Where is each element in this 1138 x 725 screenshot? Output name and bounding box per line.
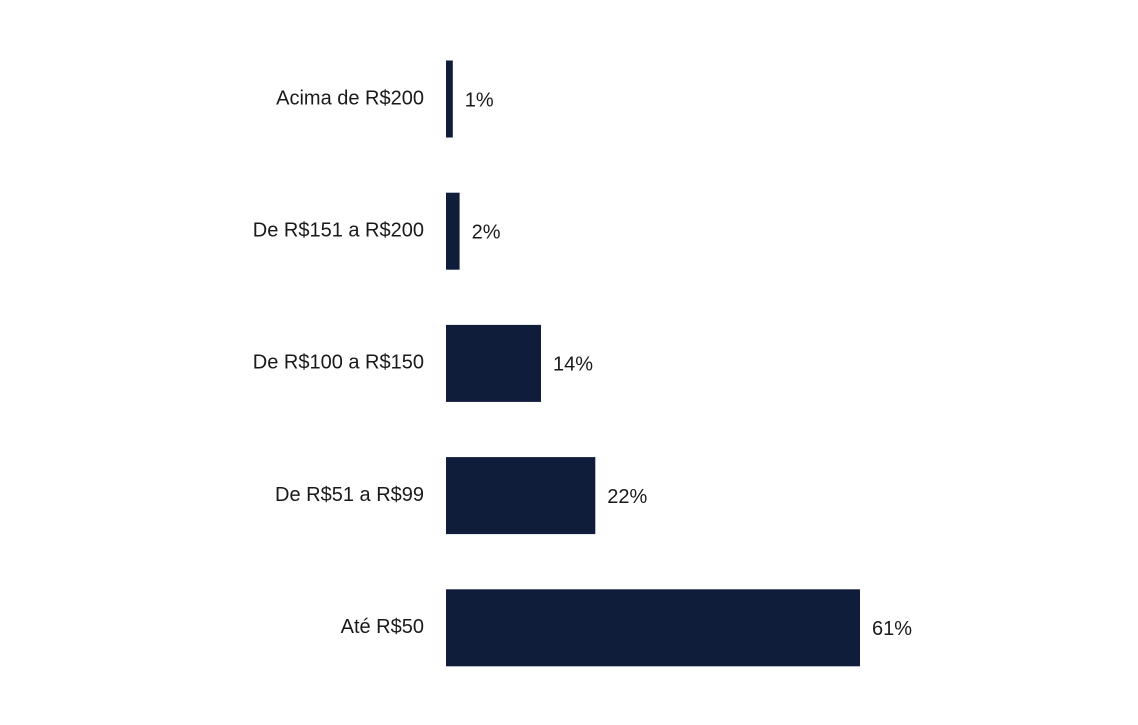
data-label: 14% — [553, 354, 593, 376]
category-label: Acima de R$200 — [276, 87, 424, 109]
value-labels-group: 1% 2% 14% 22% 61% — [465, 89, 912, 640]
bar — [446, 589, 860, 667]
category-label: De R$51 a R$99 — [275, 484, 424, 506]
category-label: Até R$50 — [341, 616, 424, 638]
bar — [446, 457, 596, 535]
data-label: 22% — [607, 486, 647, 508]
category-label: De R$151 a R$200 — [253, 219, 424, 241]
data-label: 1% — [465, 89, 494, 111]
category-label: De R$100 a R$150 — [253, 352, 424, 374]
bar — [446, 324, 541, 402]
data-label: 61% — [872, 618, 912, 640]
bar — [446, 60, 453, 138]
bars-group — [446, 60, 860, 667]
category-labels-group: Acima de R$200 De R$151 a R$200 De R$100 a… — [253, 87, 424, 638]
bar — [446, 192, 460, 270]
data-label: 2% — [472, 221, 501, 243]
